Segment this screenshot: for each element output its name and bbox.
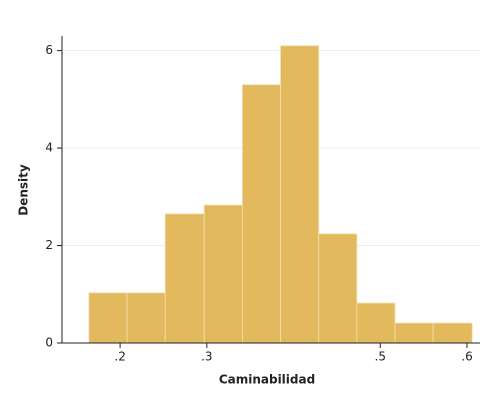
y-tick-label: 2 (45, 238, 53, 252)
y-tick-label: 0 (45, 336, 53, 350)
bar (356, 302, 396, 344)
x-tick-label: .6 (461, 350, 472, 364)
bar (432, 322, 473, 344)
bar (394, 322, 434, 344)
y-tick-label: 4 (45, 141, 53, 155)
bar (203, 204, 243, 344)
bar (318, 233, 358, 344)
bar (88, 292, 128, 344)
x-axis-title: Caminabilidad (219, 373, 315, 387)
bar (126, 292, 166, 344)
bar (241, 84, 281, 344)
bar (280, 45, 320, 344)
x-tick-label: .5 (375, 350, 386, 364)
bar (164, 213, 205, 344)
y-tick-label: 6 (45, 43, 53, 57)
x-tick-label: .3 (201, 350, 212, 364)
y-axis-title: Density (17, 164, 31, 216)
x-tick-label: .2 (114, 350, 125, 364)
